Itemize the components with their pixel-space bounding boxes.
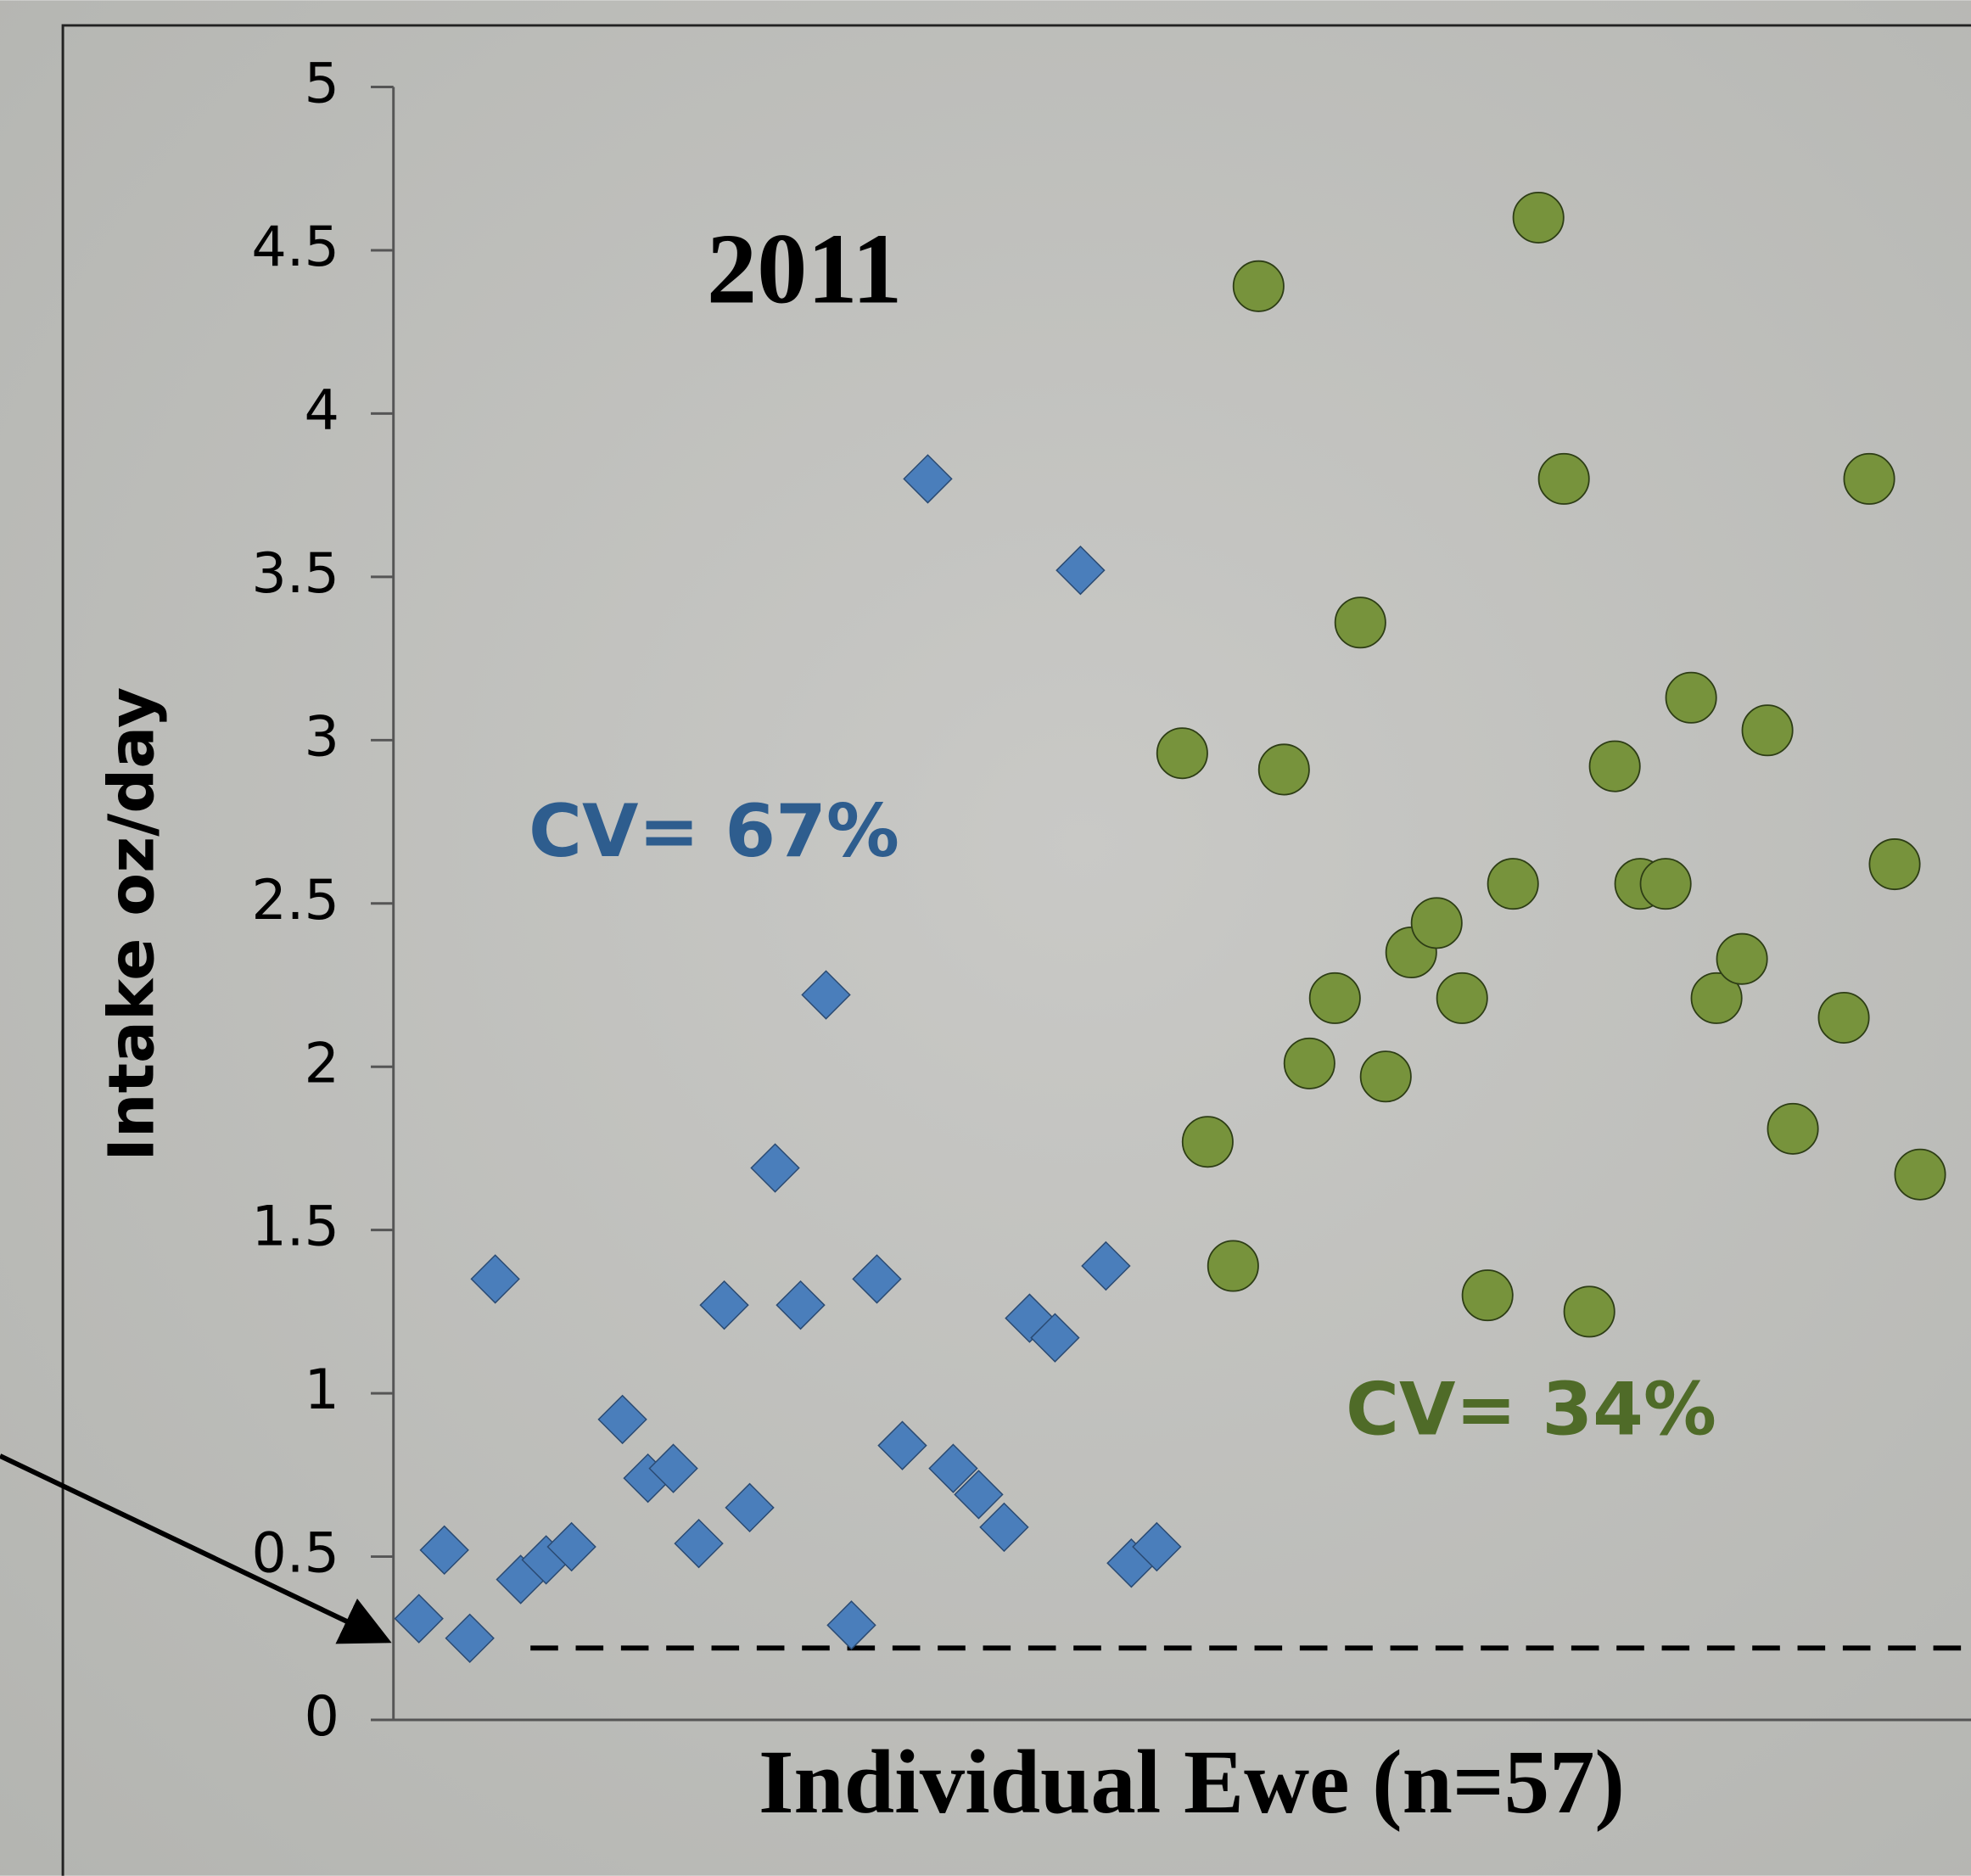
point — [1539, 454, 1589, 504]
y-tick-label: 0.5 — [251, 1521, 339, 1586]
point — [1514, 193, 1564, 243]
point — [1361, 1051, 1411, 1101]
y-tick-label: 1 — [305, 1358, 339, 1422]
point — [1641, 859, 1691, 909]
y-tick-label: 0 — [305, 1684, 339, 1749]
y-tick-label: 1.5 — [251, 1195, 339, 1259]
annotation: CV= 34% — [1346, 1367, 1716, 1452]
point — [1716, 934, 1767, 984]
point — [1666, 673, 1716, 723]
point — [1310, 973, 1360, 1023]
y-tick-label: 5 — [305, 52, 339, 116]
chart: 2011 Intake oz/day Individual Ewe (n=57)… — [0, 0, 1971, 1876]
point — [1157, 728, 1207, 778]
y-axis-label: Intake oz/day — [96, 687, 169, 1162]
point — [1895, 1150, 1945, 1200]
page: {"chart_data": {"type": "scatter", "titl… — [0, 0, 1971, 1876]
point — [1818, 993, 1868, 1043]
point — [1869, 839, 1919, 889]
y-tick-label: 2 — [305, 1031, 339, 1095]
y-tick-label: 4 — [305, 378, 339, 442]
y-tick-label: 3 — [305, 704, 339, 769]
y-tick-label: 4.5 — [251, 215, 339, 279]
y-tick-label: 3.5 — [251, 541, 339, 606]
point — [1844, 454, 1894, 504]
point — [1234, 261, 1284, 311]
point — [1285, 1039, 1335, 1089]
point — [1412, 898, 1462, 948]
point — [1565, 1286, 1615, 1336]
annotation: CV= 67% — [529, 789, 899, 874]
point — [1208, 1240, 1258, 1291]
point — [1590, 741, 1640, 791]
chart-title: 2011 — [707, 212, 903, 324]
y-tick-label: 2.5 — [251, 868, 339, 932]
point — [1335, 597, 1386, 647]
point — [1463, 1270, 1513, 1320]
point — [1488, 859, 1538, 909]
point — [1183, 1117, 1233, 1167]
point — [1437, 973, 1487, 1023]
point — [1767, 1104, 1817, 1154]
x-axis-label: Individual Ewe (n=57) — [759, 1733, 1625, 1833]
point — [1259, 744, 1309, 794]
point — [1742, 705, 1792, 755]
